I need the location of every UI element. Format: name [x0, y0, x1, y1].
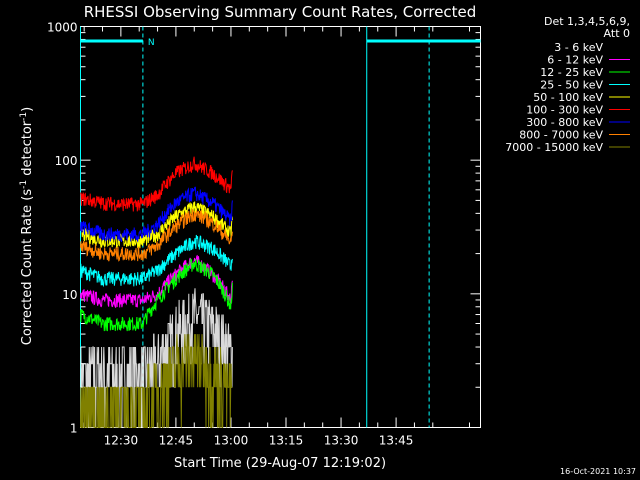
- legend-entry-5: 100 - 300 keV: [526, 104, 603, 117]
- legend-entry-7: 800 - 7000 keV: [519, 129, 603, 142]
- interval-label-0: N: [148, 38, 155, 48]
- x-axis-label: Start Time (29-Aug-07 12:19:02): [174, 456, 386, 471]
- legend-entry-8: 7000 - 15000 keV: [505, 141, 603, 154]
- y-axis-label-mid: detector: [20, 120, 35, 180]
- series-line-1: [80, 254, 233, 308]
- x-tick-label-3: 13:15: [269, 434, 304, 448]
- series-line-6: [80, 186, 233, 243]
- y-tick-label-3: 1000: [47, 21, 78, 35]
- legend-entry-0: 3 - 6 keV: [554, 41, 603, 54]
- y-axis-label-end: ): [20, 107, 35, 112]
- x-tick-label-2: 13:00: [214, 434, 249, 448]
- x-tick-label-4: 13:30: [324, 434, 359, 448]
- interval-lines: N: [80, 26, 481, 428]
- legend-entry-6: 300 - 800 keV: [526, 116, 603, 129]
- legend-entry-1: 6 - 12 keV: [547, 54, 603, 67]
- y-axis-label-main: Corrected Count Rate (s: [20, 189, 35, 346]
- x-tick-label-1: 12:45: [159, 434, 194, 448]
- legend-entry-2: 12 - 25 keV: [540, 66, 603, 79]
- series-line-7: [80, 209, 233, 262]
- y-axis-label-sup2: -1: [19, 112, 29, 121]
- footer-timestamp: 16-Oct-2021 10:37: [560, 467, 636, 476]
- y-tick-label-0: 1: [70, 422, 78, 436]
- legend-entry-3: 25 - 50 keV: [540, 79, 603, 92]
- legend-header-line1: Det 1,3,4,5,6,9,: [544, 15, 630, 28]
- series-line-2: [80, 257, 233, 332]
- series-group: [80, 156, 233, 428]
- legend-header-line2: Att 0: [604, 27, 630, 40]
- series-line-3: [80, 234, 233, 288]
- series-line-5: [80, 156, 233, 212]
- plot-frame: [80, 26, 481, 428]
- plot-area: [80, 26, 481, 428]
- x-tick-label-0: 12:30: [104, 434, 139, 448]
- x-tick-label-5: 13:45: [379, 434, 414, 448]
- y-tick-label-1: 10: [62, 288, 77, 302]
- chart-title: RHESSI Observing Summary Count Rates, Co…: [84, 3, 477, 21]
- y-axis-label: Corrected Count Rate (s-1 detector-1): [19, 107, 35, 345]
- series-line-8: [80, 334, 233, 428]
- axis-ticks: 1 10 100 1000 12:30 12:45 13:00 13:15 13:30 13:45: [47, 21, 481, 448]
- y-axis-label-sup1: -1: [19, 180, 29, 189]
- y-tick-label-2: 100: [55, 154, 78, 168]
- legend-entry-4: 50 - 100 keV: [533, 91, 603, 104]
